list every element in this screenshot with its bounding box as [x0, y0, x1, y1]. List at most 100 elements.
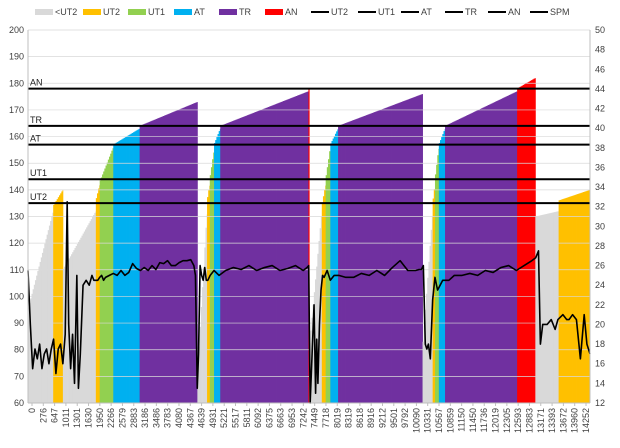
hr-bar: [224, 123, 227, 404]
hr-bar: [493, 102, 496, 404]
hr-bar: [456, 120, 459, 404]
hr-bar: [489, 104, 491, 403]
hr-bar: [257, 111, 260, 403]
hr-bar: [240, 117, 242, 404]
x-tick-label: 4931: [208, 408, 218, 428]
hr-bar: [533, 78, 535, 403]
y2-tick-label: 22: [595, 300, 605, 310]
hr-bar: [246, 115, 249, 404]
hr-bar: [579, 193, 582, 403]
hr-bar: [154, 119, 157, 404]
hr-bar: [123, 137, 126, 404]
hr-bar: [109, 156, 111, 403]
hr-bar: [105, 165, 108, 403]
x-tick-label: 5811: [242, 408, 252, 427]
hr-bar: [205, 227, 208, 403]
hr-bar: [147, 122, 150, 403]
hr-bar: [127, 135, 129, 403]
hr-bar: [144, 123, 146, 404]
hr-bar: [519, 86, 522, 403]
hr-bar: [528, 81, 531, 403]
y2-tick-label: 16: [595, 359, 605, 369]
hr-bar: [174, 111, 177, 403]
hr-bar: [71, 254, 73, 403]
hr-bar: [223, 124, 226, 403]
hr-bar: [159, 117, 161, 403]
hr-bar: [549, 213, 551, 403]
hr-bar: [103, 171, 105, 403]
hr-bar: [383, 108, 385, 403]
hr-bar: [88, 223, 91, 403]
y-tick-label: 130: [9, 212, 24, 222]
hr-bar: [478, 109, 481, 404]
hr-bar: [167, 114, 170, 403]
x-tick-label: 6953: [287, 408, 297, 428]
hr-bar: [407, 99, 410, 404]
hr-bar: [151, 120, 153, 403]
hr-bar: [442, 134, 444, 403]
hr-bar: [187, 105, 189, 403]
hr-bar: [188, 105, 191, 404]
x-tick-label: 3486: [151, 408, 161, 428]
hr-bar: [481, 108, 483, 403]
hr-bar: [567, 197, 570, 403]
hr-bar: [504, 97, 506, 403]
x-tick-label: 13393: [547, 408, 557, 433]
hr-bar: [427, 277, 429, 403]
hr-bar: [168, 113, 171, 403]
hr-bar: [204, 247, 206, 403]
hr-bar: [562, 199, 564, 403]
y2-tick-label: 28: [595, 241, 605, 251]
hr-bar: [146, 122, 149, 403]
hr-bar: [69, 256, 72, 403]
x-tick-label: 2266: [106, 408, 116, 428]
hr-bar: [485, 106, 488, 403]
legend-entry: AN: [508, 7, 521, 17]
hr-bar: [255, 111, 257, 403]
hr-bar: [143, 124, 145, 403]
hr-bar: [312, 304, 315, 403]
y-tick-label: 190: [9, 52, 24, 62]
hr-bar: [292, 97, 294, 404]
y2-tick-label: 40: [595, 123, 605, 133]
hr-bar: [448, 123, 451, 404]
hr-bar: [479, 108, 482, 403]
hr-bar: [267, 106, 270, 404]
hr-bar: [475, 111, 477, 404]
hr-bar: [395, 104, 397, 403]
y-tick-label: 180: [9, 78, 24, 88]
hr-bar: [390, 105, 392, 404]
legend-entry: <UT2: [55, 7, 77, 17]
hr-bar: [409, 98, 411, 404]
hr-bar: [178, 109, 180, 404]
x-tick-label: 8618: [355, 408, 365, 428]
hr-bar: [190, 104, 193, 404]
hr-bar: [90, 219, 93, 403]
hr-bar: [369, 113, 372, 403]
hr-bar: [293, 96, 296, 403]
hr-bar: [236, 119, 239, 403]
x-tick-label: 12019: [491, 408, 501, 433]
hr-bar: [574, 194, 577, 403]
legend-entry: UT2: [103, 7, 120, 17]
hr-bar: [157, 118, 159, 404]
hr-bar: [566, 197, 569, 403]
hr-bar: [280, 101, 283, 403]
x-tick-label: 276: [38, 408, 48, 423]
hr-bar: [72, 252, 74, 403]
hr-bar: [548, 213, 550, 403]
hr-bar: [503, 97, 505, 403]
hr-bar: [455, 120, 458, 404]
hr-bar: [470, 113, 473, 403]
hr-bar: [137, 129, 140, 403]
x-tick-label: 9792: [400, 408, 410, 428]
hr-bar: [160, 116, 163, 403]
x-tick-label: 647: [50, 408, 60, 423]
hr-bar: [317, 253, 319, 403]
x-tick-label: 9212: [377, 408, 387, 428]
y2-tick-label: 30: [595, 221, 605, 231]
hr-bar: [544, 214, 547, 403]
hr-bar: [367, 114, 369, 403]
hr-bar: [115, 142, 118, 404]
hr-bar: [272, 105, 275, 403]
